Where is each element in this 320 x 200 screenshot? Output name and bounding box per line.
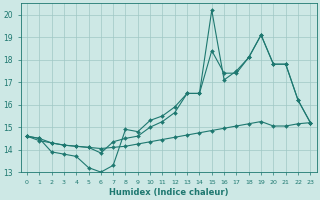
X-axis label: Humidex (Indice chaleur): Humidex (Indice chaleur)	[109, 188, 228, 197]
